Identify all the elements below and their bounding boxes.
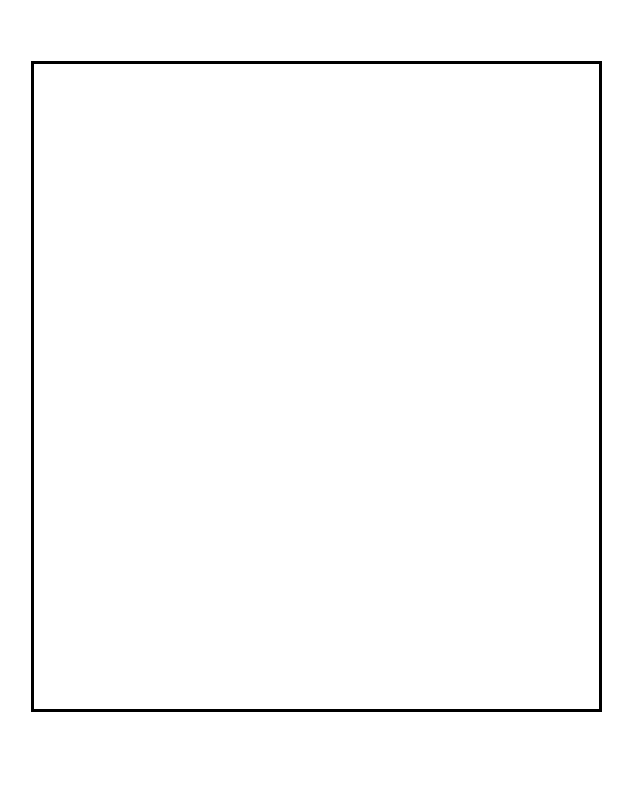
streamline-map-canvas	[34, 64, 599, 709]
map-frame	[31, 61, 602, 712]
